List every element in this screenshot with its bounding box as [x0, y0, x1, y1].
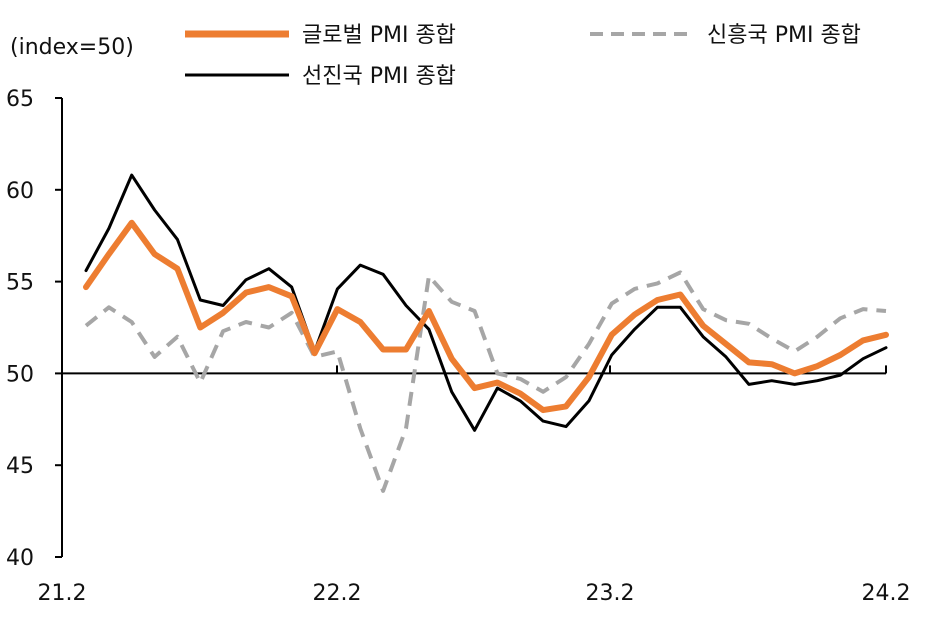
plot-area: 40 45 50 55 60 65 21.2 22.2 23.2 24.2 — [6, 87, 910, 606]
y-tick-label: 55 — [6, 271, 34, 296]
x-tick-label: 21.2 — [38, 581, 87, 606]
x-tick-label: 24.2 — [862, 581, 911, 606]
legend-label-2: 신흥국 PMI 종합 — [707, 23, 861, 48]
series-layer — [83, 173, 889, 493]
y-tick-label: 60 — [6, 179, 34, 204]
x-tick-label: 22.2 — [313, 581, 362, 606]
y-tick-label: 45 — [6, 454, 34, 479]
legend-label-1: 선진국 PMI 종합 — [302, 64, 456, 89]
y-axis-ticks: 40 45 50 55 60 65 — [6, 87, 62, 571]
y-tick-label: 40 — [6, 546, 34, 571]
x-tick-label: 23.2 — [586, 581, 635, 606]
x-axis-ticks: 21.2 22.2 23.2 24.2 — [38, 365, 911, 606]
series-line-0 — [83, 219, 889, 414]
y-axis-label: (index=50) — [10, 35, 134, 60]
legend-label-0: 글로벌 PMI 종합 — [302, 23, 456, 48]
series-line-1 — [84, 173, 888, 432]
y-tick-label: 65 — [6, 87, 34, 112]
y-tick-label: 50 — [6, 362, 34, 387]
